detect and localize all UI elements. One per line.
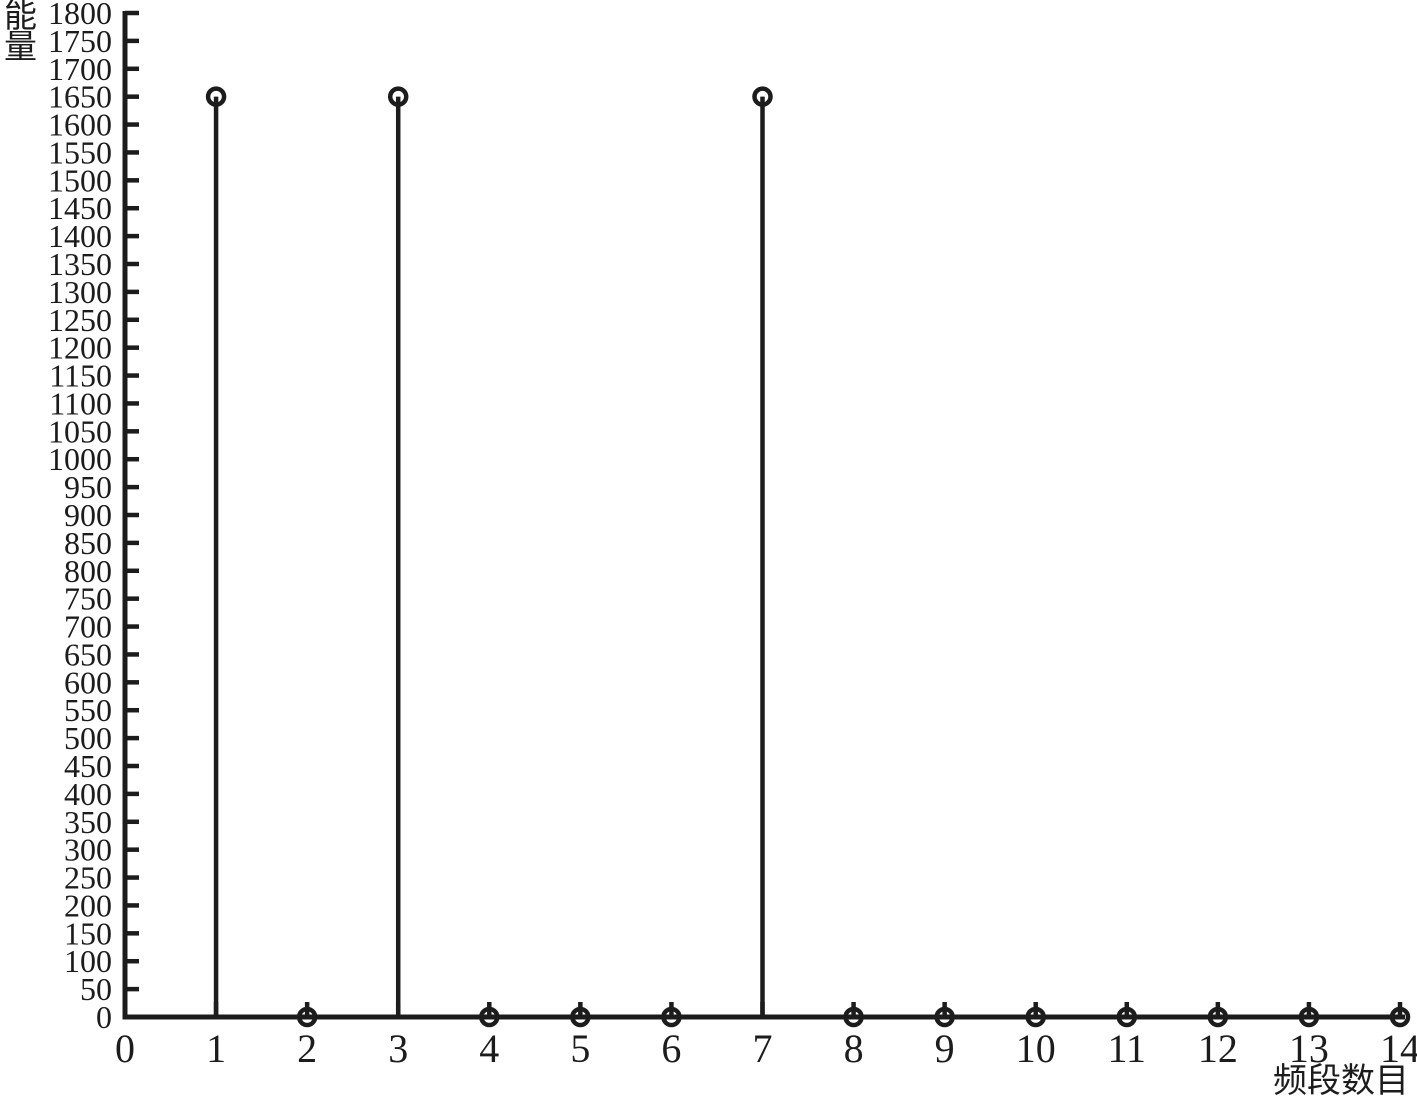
stem-marker [205, 86, 227, 107]
y-tick-label: 1200 [48, 330, 112, 366]
y-tick-label: 650 [64, 636, 112, 672]
y-tick-label: 1050 [48, 413, 112, 449]
x-tick-label: 3 [388, 1026, 408, 1071]
y-tick-label: 50 [80, 971, 112, 1007]
y-tick-label: 500 [64, 720, 112, 756]
stem-marker [752, 86, 773, 107]
y-tick-label: 1700 [48, 51, 112, 87]
y-tick-label: 800 [64, 553, 112, 589]
x-tick-label: 0 [115, 1026, 135, 1071]
x-tick-label: 5 [570, 1026, 590, 1071]
y-tick-label: 100 [64, 943, 112, 979]
y-tick-label: 1250 [48, 302, 112, 338]
y-axis-title: 能量 [4, 0, 37, 66]
y-tick-label: 300 [64, 832, 112, 868]
y-tick-label: 150 [64, 915, 112, 951]
y-tick-label: 250 [64, 860, 112, 896]
y-tick-label: 200 [64, 887, 112, 923]
y-tick-label: 1750 [48, 23, 112, 59]
y-tick-label: 1800 [48, 0, 112, 31]
y-tick-label: 900 [64, 497, 112, 533]
y-tick-label: 400 [64, 776, 112, 812]
stem-marker [387, 86, 409, 107]
stem-marker [1389, 1006, 1411, 1028]
x-tick-label: 6 [661, 1026, 681, 1071]
stem-marker [1207, 1006, 1229, 1028]
stem-marker [1298, 1006, 1320, 1028]
y-tick-label: 1600 [48, 107, 112, 143]
x-tick-label: 10 [1016, 1026, 1056, 1071]
y-tick-label: 1350 [48, 246, 112, 282]
y-tick-label: 0 [96, 999, 112, 1035]
x-tick-label: 2 [297, 1026, 317, 1071]
stem-marker [479, 1006, 500, 1028]
y-tick-label: 750 [64, 581, 112, 617]
stem-marker [934, 1006, 955, 1028]
y-tick-label: 1150 [49, 358, 112, 394]
x-tick-label: 12 [1198, 1026, 1238, 1071]
y-tick-label: 600 [64, 664, 112, 700]
x-tick-label: 1 [206, 1026, 226, 1071]
y-tick-label: 1400 [48, 218, 112, 254]
stem-marker [843, 1006, 864, 1028]
y-tick-label: 550 [64, 692, 112, 728]
stem-marker [570, 1006, 591, 1028]
stem-marker [296, 1006, 318, 1028]
y-tick-label: 1100 [49, 385, 112, 421]
x-tick-label: 7 [753, 1026, 773, 1071]
x-axis-title: 频段数目 [1273, 1063, 1409, 1100]
y-tick-label: 1550 [48, 134, 112, 170]
stem-marker [1116, 1006, 1138, 1028]
x-tick-label: 11 [1108, 1026, 1147, 1071]
y-tick-label: 850 [64, 525, 112, 561]
y-tick-label: 450 [64, 748, 112, 784]
y-tick-label: 1500 [48, 162, 112, 198]
y-tick-label: 700 [64, 609, 112, 645]
x-tick-label: 14 [1380, 1026, 1417, 1071]
stem-marker [1025, 1006, 1046, 1028]
y-tick-label: 950 [64, 469, 112, 505]
y-tick-label: 1650 [48, 79, 112, 115]
y-tick-label: 350 [64, 804, 112, 840]
stem-marker [661, 1006, 682, 1028]
x-tick-label: 9 [935, 1026, 955, 1071]
x-tick-label: 4 [479, 1026, 499, 1071]
y-tick-label: 1000 [48, 441, 112, 477]
x-tick-label: 13 [1289, 1026, 1329, 1071]
y-tick-label: 1300 [48, 274, 112, 310]
x-tick-label: 8 [844, 1026, 864, 1071]
y-tick-label: 1450 [48, 190, 112, 226]
